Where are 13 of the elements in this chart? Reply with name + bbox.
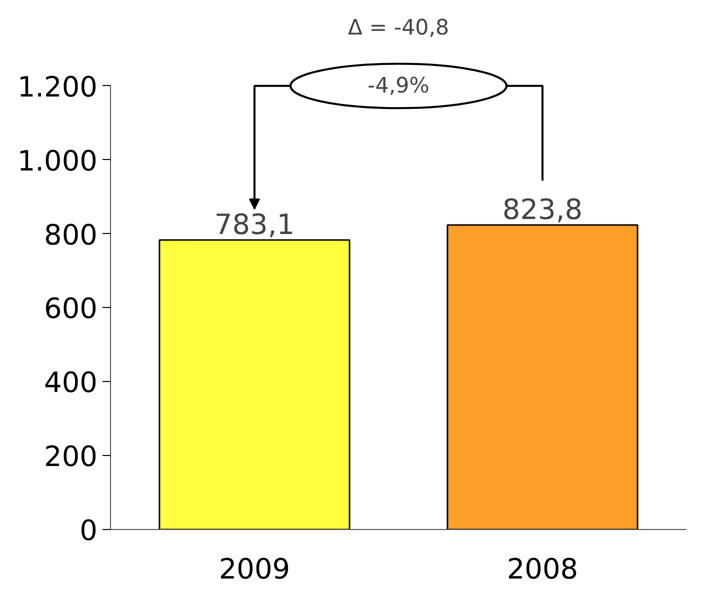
y-tick-label: 400 bbox=[44, 366, 98, 400]
y-tick-label: 0 bbox=[80, 514, 98, 547]
y-tick-label: 200 bbox=[44, 440, 98, 474]
y-tick-label: 1.000 bbox=[17, 144, 98, 178]
x-tick-label: 2008 bbox=[506, 552, 578, 586]
y-tick-label: 800 bbox=[44, 218, 98, 252]
data-label: 783,1 bbox=[214, 208, 295, 242]
annotation: -4,9% bbox=[368, 73, 430, 98]
y-tick-label: 600 bbox=[44, 292, 98, 326]
x-tick-label: 2009 bbox=[218, 552, 290, 586]
y-tick-label: 1.200 bbox=[17, 70, 98, 104]
text: Δ = -40,8 bbox=[348, 16, 450, 41]
data-label: 823,8 bbox=[502, 192, 583, 226]
